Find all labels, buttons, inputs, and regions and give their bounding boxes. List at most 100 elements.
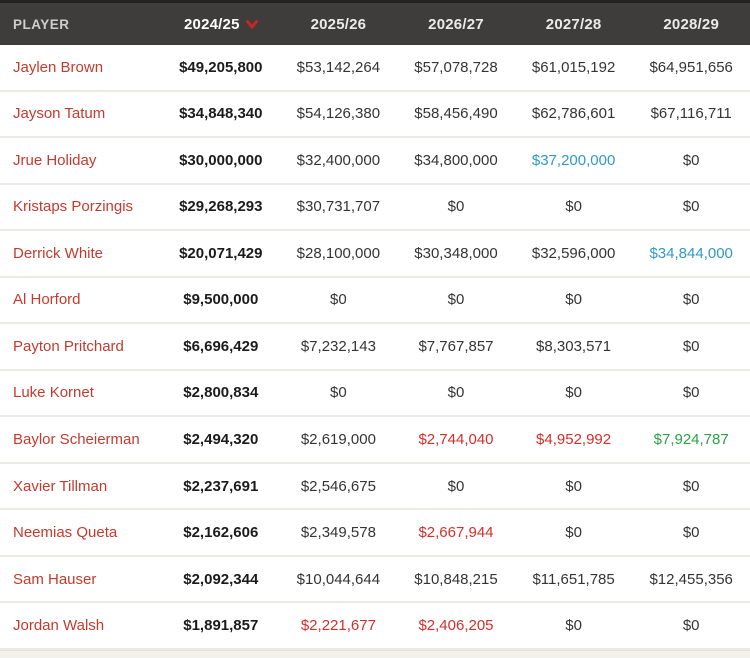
player-name-link[interactable]: Neemias Queta: [13, 524, 118, 542]
salary-cell: $0: [447, 198, 465, 216]
table-row: Jayson Tatum $34,848,340 $54,126,380 $58…: [0, 91, 750, 139]
salary-cell: $10,044,644: [296, 570, 381, 588]
table-row: Kristaps Porzingis $29,268,293 $30,731,7…: [0, 184, 750, 232]
salary-cell: $49,205,800: [179, 58, 263, 76]
player-name-link[interactable]: Xavier Tillman: [13, 477, 108, 495]
column-header-2025-26[interactable]: 2025/26: [310, 15, 367, 33]
salary-cell: $0: [682, 617, 700, 635]
table-row: Jrue Holiday $30,000,000 $32,400,000 $34…: [0, 138, 750, 185]
salary-cell: $62,786,601: [531, 105, 616, 123]
salary-cell: $2,406,205: [418, 617, 494, 635]
salary-cell: $7,924,787: [653, 431, 729, 449]
salary-cell: $28,100,000: [296, 244, 381, 262]
player-name-link[interactable]: Kristaps Porzingis: [13, 198, 134, 216]
salary-cell: $30,000,000: [179, 151, 263, 169]
salary-cell: $54,126,380: [296, 105, 381, 123]
table-row: Luke Kornet $2,800,834 $0 $0 $0 $0: [0, 370, 750, 418]
salary-cell: $7,767,857: [418, 337, 494, 355]
player-name-link[interactable]: Al Horford: [13, 291, 81, 309]
player-name-link[interactable]: Payton Pritchard: [13, 337, 124, 355]
player-name-link[interactable]: Luke Kornet: [13, 384, 94, 402]
salary-cell: $53,142,264: [296, 58, 381, 76]
salary-cell: $30,731,707: [296, 198, 381, 216]
column-header-2028-29[interactable]: 2028/29: [663, 15, 719, 33]
column-header-2024-25-sorted[interactable]: 2024/25: [162, 16, 280, 33]
salary-cell: $2,800,834: [183, 384, 259, 402]
player-name-link[interactable]: Jayson Tatum: [13, 105, 106, 123]
table-row: Derrick White $20,071,429 $28,100,000 $3…: [0, 231, 750, 278]
table-row: Sam Hauser $2,092,344 $10,044,644 $10,84…: [0, 556, 750, 604]
salary-cell: $10,848,215: [414, 570, 498, 588]
player-name-link[interactable]: Jaylen Brown: [13, 58, 104, 76]
salary-cell: $2,667,944: [418, 524, 494, 542]
table-row: Jordan Walsh $1,891,857 $2,221,677 $2,40…: [0, 603, 750, 650]
salary-cell: $32,400,000: [296, 151, 381, 169]
salary-cell: $1,891,857: [183, 617, 259, 635]
salary-cell: $2,092,344: [183, 570, 259, 588]
column-header-player[interactable]: PLAYER: [13, 16, 70, 32]
salary-cell: $0: [330, 384, 347, 402]
salary-cell: $2,744,040: [418, 431, 494, 449]
salary-cell: $8,303,571: [536, 337, 612, 355]
salary-cell: $6,696,429: [183, 337, 259, 355]
salary-cell: $2,546,675: [300, 477, 376, 495]
salary-cell: $12,455,356: [649, 570, 733, 588]
salary-cell: $58,456,490: [414, 105, 498, 123]
salary-cell: $11,651,785: [532, 570, 615, 588]
salary-cell: $0: [682, 151, 700, 169]
player-name-link[interactable]: Jordan Walsh: [13, 617, 105, 635]
table-body: Jaylen Brown $49,205,800 $53,142,264 $57…: [0, 45, 750, 650]
salary-cell: $0: [565, 384, 582, 402]
table-header-row: PLAYER 2024/25 2025/26 2026/27 2027/28 2…: [0, 0, 750, 45]
salary-cell: $32,596,000: [531, 244, 616, 262]
table-row: Baylor Scheierman $2,494,320 $2,619,000 …: [0, 417, 750, 464]
salary-cell: $0: [682, 384, 700, 402]
salary-cell: $20,071,429: [179, 244, 263, 262]
player-name-link[interactable]: Baylor Scheierman: [13, 431, 140, 449]
salary-cell: $0: [682, 337, 700, 355]
salary-cell: $34,844,000: [649, 244, 733, 262]
table-row: Xavier Tillman $2,237,691 $2,546,675 $0 …: [0, 463, 750, 511]
salary-cell: $0: [330, 291, 347, 309]
salary-cell: $0: [565, 198, 582, 216]
salary-cell: $2,494,320: [183, 431, 259, 449]
salary-cell: $0: [682, 524, 700, 542]
salary-cell: $2,162,606: [183, 524, 259, 542]
column-header-2024-25-label: 2024/25: [183, 15, 240, 33]
salary-cell: $64,951,656: [649, 58, 733, 76]
salary-cell: $2,221,677: [300, 617, 376, 635]
table-row: Al Horford $9,500,000 $0 $0 $0 $0: [0, 277, 750, 325]
salary-cell: $37,200,000: [531, 151, 616, 169]
player-name-link[interactable]: Derrick White: [13, 244, 104, 262]
salary-cell: $0: [565, 617, 582, 635]
salary-cell: $0: [447, 291, 465, 309]
salary-cell: $0: [565, 291, 582, 309]
salary-cell: $34,848,340: [179, 105, 263, 123]
sort-caret-down-icon: [245, 19, 258, 29]
salary-cell: $67,116,711: [650, 105, 732, 123]
salary-cell: $61,015,192: [531, 58, 616, 76]
salary-cell: $29,268,293: [179, 198, 263, 216]
salary-cell: $0: [447, 384, 465, 402]
table-row: Jaylen Brown $49,205,800 $53,142,264 $57…: [0, 45, 750, 92]
salary-cell: $2,237,691: [183, 477, 259, 495]
player-name-link[interactable]: Jrue Holiday: [13, 151, 97, 169]
salary-cell: $0: [682, 291, 700, 309]
table-footer-edge: [0, 650, 750, 658]
salary-cell: $57,078,728: [414, 58, 498, 76]
salary-cell: $30,348,000: [414, 244, 498, 262]
player-name-link[interactable]: Sam Hauser: [13, 570, 97, 588]
salary-cell: $0: [682, 477, 700, 495]
salary-cell: $9,500,000: [183, 291, 259, 309]
table-row: Neemias Queta $2,162,606 $2,349,578 $2,6…: [0, 510, 750, 557]
salary-cell: $2,349,578: [300, 524, 376, 542]
salary-cell: $2,619,000: [300, 431, 376, 449]
salary-cell: $0: [682, 198, 700, 216]
column-header-2026-27[interactable]: 2026/27: [428, 15, 484, 33]
salary-cell: $0: [447, 477, 465, 495]
salary-cell: $0: [565, 477, 582, 495]
table-row: Payton Pritchard $6,696,429 $7,232,143 $…: [0, 324, 750, 371]
column-header-2027-28[interactable]: 2027/28: [545, 15, 602, 33]
salary-cell: $7,232,143: [300, 337, 376, 355]
